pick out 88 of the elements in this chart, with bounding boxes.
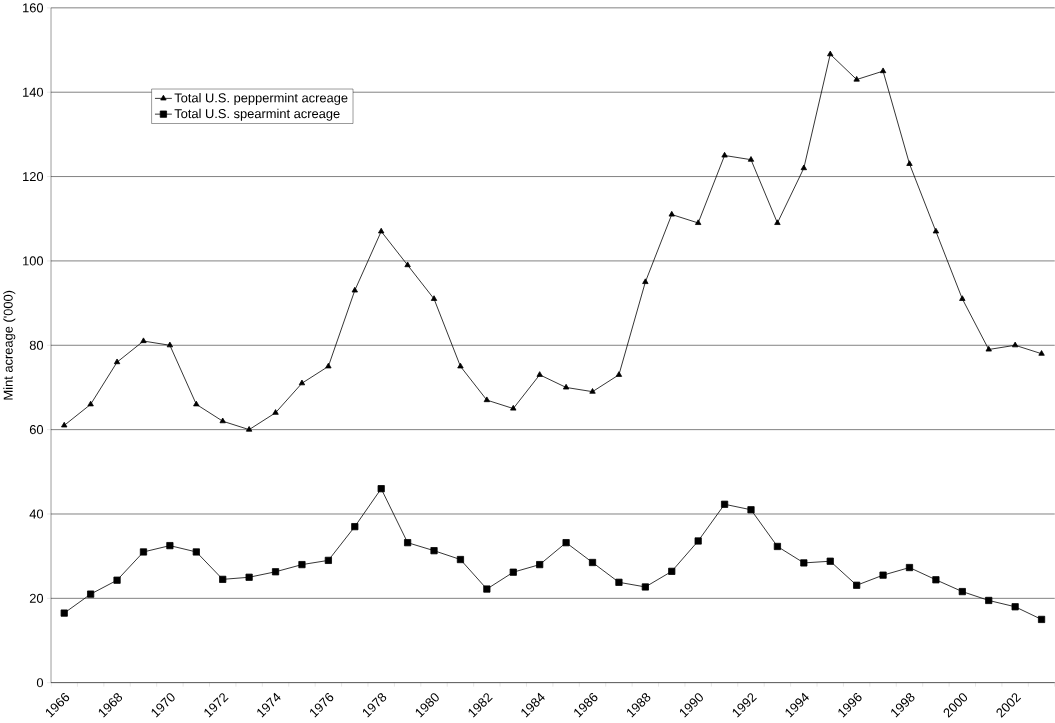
point — [298, 561, 306, 569]
point — [800, 164, 807, 171]
y-tick-label: 40 — [29, 509, 44, 519]
point — [932, 227, 940, 234]
point — [192, 548, 200, 556]
point — [1038, 350, 1045, 356]
point — [800, 559, 808, 567]
point — [694, 537, 702, 545]
point — [615, 371, 623, 377]
point — [1012, 341, 1019, 348]
point — [60, 609, 68, 617]
y-tick-label: 120 — [23, 172, 44, 182]
point — [457, 362, 464, 369]
point — [774, 219, 781, 225]
point — [113, 358, 121, 365]
point — [536, 561, 544, 569]
point — [483, 396, 490, 403]
point — [245, 573, 253, 581]
point — [932, 576, 940, 584]
point — [271, 568, 280, 576]
point — [61, 421, 68, 428]
point — [219, 575, 227, 583]
point — [219, 417, 226, 424]
point — [958, 588, 966, 596]
point — [1011, 603, 1019, 611]
y-tick-label: 60 — [29, 425, 44, 435]
point — [272, 409, 279, 415]
point — [324, 556, 332, 564]
y-tick-label: 160 — [23, 3, 44, 13]
point — [113, 576, 121, 584]
point — [827, 50, 834, 57]
point — [166, 341, 174, 348]
point — [615, 578, 623, 586]
point — [826, 557, 834, 565]
point — [139, 548, 148, 556]
point — [642, 278, 649, 284]
point — [509, 568, 517, 576]
point — [245, 426, 253, 432]
point — [140, 337, 147, 344]
point — [959, 295, 966, 301]
point — [430, 547, 438, 555]
point — [456, 555, 465, 564]
point — [906, 160, 913, 166]
point — [589, 388, 596, 394]
point — [483, 585, 491, 593]
point — [430, 295, 438, 301]
point — [721, 151, 728, 158]
point — [879, 571, 887, 579]
y-tick-label: 20 — [29, 593, 44, 603]
point — [87, 400, 94, 407]
point — [351, 523, 359, 531]
point — [377, 485, 385, 493]
point — [1037, 615, 1046, 624]
point — [193, 400, 200, 407]
point — [853, 76, 860, 82]
point — [747, 506, 755, 514]
point — [404, 539, 412, 547]
point — [166, 542, 174, 550]
point — [668, 210, 675, 217]
point — [351, 286, 358, 293]
point — [562, 383, 570, 390]
point — [695, 219, 702, 225]
point — [773, 542, 781, 551]
point — [87, 590, 95, 598]
y-tick-label: 140 — [23, 87, 44, 97]
point — [536, 371, 543, 377]
point — [985, 596, 993, 605]
point — [879, 67, 887, 74]
point — [985, 345, 992, 352]
point — [668, 567, 676, 575]
point — [562, 539, 570, 547]
point — [853, 581, 861, 589]
point — [721, 500, 729, 508]
point — [325, 362, 332, 369]
point — [378, 227, 385, 234]
y-tick-label: 80 — [29, 340, 44, 350]
y-axis-title: Mint acreage ('000) — [3, 290, 16, 400]
y-tick-label: 100 — [23, 256, 44, 266]
legend-label: Total U.S. peppermint acreage — [174, 92, 348, 105]
point — [298, 379, 306, 386]
point — [747, 156, 755, 162]
point — [588, 558, 597, 567]
point — [404, 261, 411, 268]
point — [905, 564, 914, 572]
point — [641, 583, 649, 591]
point — [510, 404, 517, 411]
y-tick-label: 0 — [36, 678, 44, 688]
legend-label: Total U.S. spearmint acreage — [174, 108, 340, 121]
